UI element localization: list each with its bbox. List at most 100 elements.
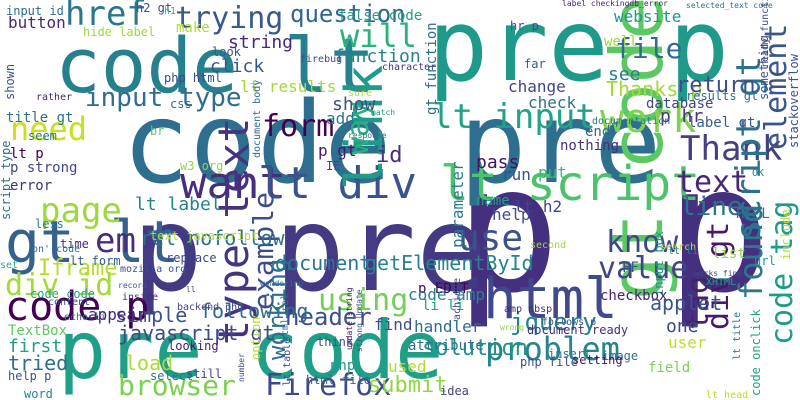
word-works-fine: works fine — [694, 269, 742, 278]
word-document-body: document body — [252, 80, 263, 158]
word-lt-label: lt label — [135, 194, 222, 215]
word-first: first — [8, 336, 62, 357]
word-list: list — [712, 246, 746, 262]
word-echo-li: echo li — [64, 312, 106, 323]
word-hr-p: hr p — [510, 19, 539, 33]
word-ll: ll — [186, 285, 196, 294]
word-document: document — [275, 251, 371, 275]
word-number: number — [237, 353, 246, 382]
word-record: record — [118, 281, 147, 290]
word-second: second — [530, 240, 566, 251]
word-nothing: nothing — [560, 138, 619, 154]
word-ie: IE — [326, 159, 340, 173]
word-backend-php: backend php — [177, 302, 243, 313]
word-find: find — [374, 315, 413, 334]
word-label-checkingdb-error: label checkingdb_error — [562, 0, 668, 8]
word-hide-label: hide label — [83, 25, 155, 39]
word-inside: inside — [122, 292, 158, 303]
word-update-string: update string — [345, 287, 354, 350]
word-text-javascript: text javascript — [150, 229, 258, 243]
word-looking: looking — [168, 339, 219, 353]
word-lt-h2: lt h2 — [514, 197, 562, 216]
word-include: include — [779, 209, 793, 260]
word-attribute: attribute — [408, 338, 484, 354]
word-used: used — [388, 357, 427, 376]
word-less: less — [35, 217, 64, 231]
word-lt-form: lt form — [70, 254, 121, 268]
word-input-box: input box — [652, 231, 666, 296]
word-response: response — [348, 131, 387, 140]
word-idea: idea — [440, 384, 469, 398]
word-look: look — [212, 45, 242, 59]
word-h1: h1 — [164, 6, 176, 17]
word-code-onclick: code onclick — [749, 309, 763, 396]
word-html-rel: html rel — [280, 294, 291, 342]
word-word: word — [24, 387, 53, 400]
word-php-file: php file — [520, 355, 578, 369]
word-field: field — [648, 360, 690, 376]
word-form: form — [262, 109, 334, 144]
word-on-code: on' code — [32, 244, 80, 255]
word-set: set — [0, 260, 18, 271]
word-well: well — [604, 34, 638, 50]
word-ff: FF — [622, 260, 639, 276]
word-false-code: false code — [338, 8, 422, 24]
word-wrong: wrong — [500, 323, 524, 332]
word-wondering: wondering — [260, 279, 304, 288]
word-website: website — [614, 7, 681, 26]
word-help-p: help p — [8, 369, 51, 383]
word-ready-function: ready function — [760, 0, 771, 68]
word-put: put — [538, 163, 567, 182]
word-sure: sure — [348, 88, 372, 99]
word-option: option — [249, 317, 263, 360]
word-code-amp: code amp — [408, 285, 485, 304]
word-character: character — [382, 62, 436, 73]
word-replace: replace — [166, 251, 217, 265]
word-content: content — [48, 297, 90, 308]
word-parameter: parameter — [448, 161, 467, 248]
word-far: far — [524, 57, 546, 71]
word-make: make — [176, 20, 210, 36]
word-lt-li: lt li — [668, 246, 698, 257]
word-w3-org: w3 org — [180, 159, 223, 173]
word-input-type: input type — [85, 83, 242, 113]
word-br: br — [150, 124, 164, 138]
word-submit: submit — [368, 373, 447, 398]
word-rather: rather — [36, 92, 72, 103]
word-documentation: documentation — [592, 116, 670, 127]
word-user: user — [668, 333, 707, 352]
word-handler: handler — [414, 317, 482, 336]
word-shown: shown — [3, 64, 17, 100]
word-php: php — [330, 358, 355, 374]
word-xhtml: XHTML — [706, 277, 736, 288]
word-name: name — [476, 193, 510, 209]
word-getelementbyid: getElementById — [365, 251, 534, 275]
word-seem: seem — [28, 129, 57, 143]
word-amp-nbsp: amp nbsp — [504, 304, 552, 315]
word-achieve: achieve — [452, 278, 463, 320]
word-lt-title: lt title — [732, 312, 743, 360]
word-setting: setting — [572, 353, 623, 367]
word-p-gt: p gt — [318, 141, 357, 160]
word-input-id: input id — [6, 4, 64, 18]
word-results-gt: results gt — [686, 89, 758, 103]
word-textbox: TextBox — [8, 323, 67, 339]
word-php-html: php html — [164, 71, 222, 85]
word-stackoverflow: stackoverflow — [787, 53, 800, 148]
word-css: css — [170, 97, 192, 111]
word-add: add — [326, 109, 355, 128]
word-firebug: firebug — [300, 54, 342, 65]
word-follows-p: follows p — [542, 317, 596, 328]
word-error: error — [10, 178, 52, 194]
word-script-type: script type — [0, 141, 13, 220]
word-select: select — [150, 369, 193, 383]
word-check: check — [528, 93, 577, 112]
word-strong-update: strong Update — [355, 289, 364, 352]
word-applet: applet — [650, 291, 722, 315]
word-url: url — [754, 254, 776, 268]
word-mozilla-org: mozilla org — [120, 264, 186, 275]
word-lt-table: lt table — [282, 338, 293, 386]
word-ok: OK — [752, 168, 764, 179]
